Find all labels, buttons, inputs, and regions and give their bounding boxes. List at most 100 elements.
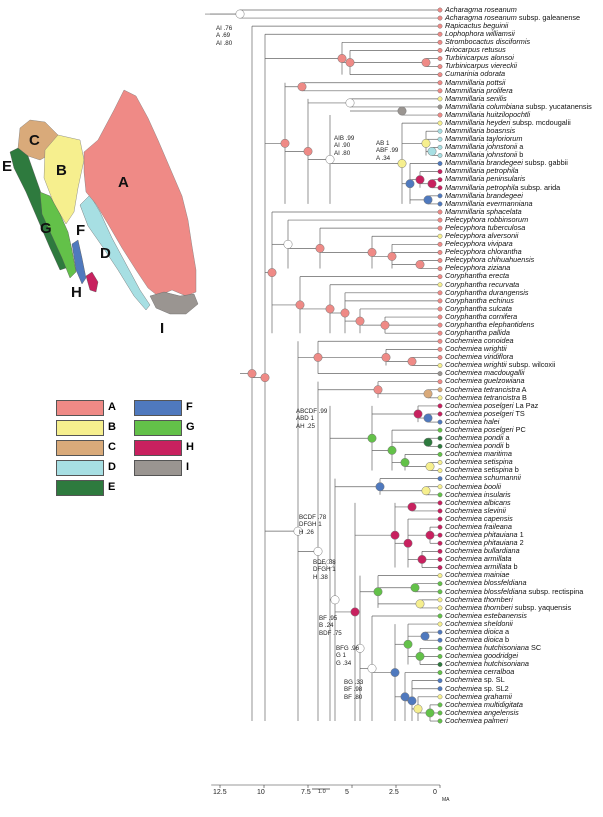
taxon-label: Coryphantha sulcata [445, 304, 512, 313]
map-label-a: A [118, 174, 129, 191]
taxon-genus: Cochemiea poselgeri [445, 424, 514, 434]
taxon-genus: Cochemiea fraileana [445, 521, 512, 531]
tip-state-dot [437, 419, 443, 425]
taxon-epithet: a [503, 433, 510, 443]
legend-label-g: G [186, 421, 195, 433]
taxon-genus: Coryphantha pallida [445, 328, 510, 337]
tip-state-dot [437, 557, 443, 562]
node-annotation-bfg: BFG .96 G 1 G .34 [336, 645, 360, 667]
taxon-genus: Coryphantha elephantidens [445, 319, 535, 329]
n-halei-state-circle [423, 413, 433, 423]
tip-state-dot [437, 161, 443, 166]
map-region-i [149, 291, 199, 315]
taxon-genus: Lophophora williamsii [445, 29, 515, 39]
distribution-map [9, 89, 199, 315]
tip-state-dot [437, 201, 443, 207]
taxon-genus: Cochemiea grahamii [445, 691, 512, 701]
node-annotation-bdf: BDF .88 DFGH 1 H .38 [313, 559, 336, 581]
tip-state-dot [437, 136, 443, 142]
n-core-state-circle [260, 373, 270, 383]
taxon-genus: Cochemiea insularis [445, 489, 511, 499]
n-coch-a-state-circle [313, 352, 323, 362]
taxon-label: Cochemiea maritima [445, 450, 512, 458]
taxon-genus: Turbinicarpus alonsoi [445, 53, 514, 63]
taxon-genus: Mammillaria columbiana [445, 101, 524, 111]
n-mar-state-circle [400, 458, 410, 467]
tip-state-dot [437, 371, 443, 376]
taxon-genus: Mammillaria brandegeei [445, 158, 523, 168]
tip-state-dot [437, 346, 443, 352]
tip-state-dot [437, 492, 443, 498]
taxon-genus: Cochemiea maritima [445, 449, 512, 459]
legend-swatch-b [56, 420, 104, 436]
tip-state-dot [437, 282, 443, 288]
taxon-genus: Cochemiea bullardiana [445, 546, 520, 556]
taxon-genus: Coryphantha echinus [445, 295, 514, 305]
taxon-label: Mammillaria brandegeei subsp. gabbii [445, 159, 568, 167]
taxon-label: Mammillaria johnstonii b [445, 151, 523, 159]
taxon-genus: Cochemiea conoidea [445, 336, 514, 346]
taxon-genus: Mammillaria johnstonii [445, 150, 518, 160]
map-label-i: I [160, 320, 165, 337]
node-annotation-mammillaria: AIB .99 AI .90 AI .80 [334, 135, 355, 157]
taxon-genus: Acharagma roseanum [445, 4, 517, 14]
taxon-label: Cochemiea cerralboa [445, 668, 514, 676]
n-guel-state-circle [373, 385, 383, 395]
taxon-epithet: 1 [517, 530, 524, 539]
taxon-epithet: b [503, 635, 510, 645]
taxon-genus: Cochemiea palmeri [445, 715, 508, 725]
taxon-genus: Cochemiea boolii [445, 481, 501, 491]
taxon-label: Mammillaria tayloriorum [445, 134, 522, 143]
legend-swatch-g [134, 420, 182, 436]
n-mamm-state-circle [280, 138, 290, 148]
tip-state-dot [437, 258, 443, 263]
taxon-epithet: a [517, 142, 524, 152]
tip-state-dot [437, 476, 443, 482]
taxon-genus: Cochemiea blossfeldiana [445, 586, 527, 596]
tip-state-dot [437, 274, 443, 280]
n-turbi-state-circle [421, 58, 431, 67]
map-region-g [39, 191, 77, 279]
taxon-label: Mammillaria heyderi subsp. mcdougalii [445, 118, 571, 127]
tip-state-dot [437, 153, 443, 158]
taxon-genus: Cochemiea armillata [445, 562, 512, 572]
taxon-label: Mammillaria senilis [445, 94, 507, 103]
taxon-label: Mammillaria pottsii [445, 78, 505, 87]
tip-state-dot [437, 532, 443, 538]
map-label-h: H [71, 284, 82, 301]
n-mh-state-circle [415, 175, 425, 185]
taxon-genus: Cumarinia odorata [445, 69, 506, 79]
tip-state-dot [437, 686, 443, 692]
taxon-label: Cochemiea hutchisoniana SC [445, 644, 541, 652]
map-region-a [83, 89, 197, 297]
taxon-label: Cochemiea macdougallii [445, 369, 525, 377]
taxon-label: Cochemiea blossfeldiana subsp. rectispin… [445, 586, 583, 596]
taxon-epithet: SC [528, 643, 542, 653]
taxon-label: Cochemiea thornberi [445, 595, 513, 604]
n-mdd-state-circle [421, 138, 431, 148]
legend-item-e: E [56, 480, 156, 496]
n-main-state-circle [373, 587, 383, 597]
legend-item-c: C [56, 440, 156, 456]
n-pel3-state-circle [367, 247, 377, 257]
tip-state-dot [437, 306, 443, 312]
tip-state-dot [437, 702, 443, 708]
map-region-d [79, 194, 151, 311]
taxon-genus: Cochemiea blossfeldiana [445, 578, 527, 588]
tip-state-dot [437, 718, 443, 724]
taxon-label: Mammillaria petrophila [445, 167, 518, 175]
taxon-epithet: TS [513, 408, 525, 418]
n-cory-state-circle [295, 300, 305, 310]
tip-state-dot [437, 460, 443, 465]
taxon-label: Cochemiea setispina [445, 458, 513, 466]
tip-state-dot [437, 484, 443, 490]
taxon-genus: Mammillaria johnstonii [445, 142, 518, 152]
taxon-label: Cochemiea dioica a [445, 627, 509, 636]
taxon-genus: Cochemiea macdougallii [445, 368, 525, 378]
legend-label-c: C [108, 441, 116, 453]
n-mcol-state-circle [397, 106, 407, 116]
n-frai-state-circle [425, 530, 435, 540]
taxon-genus: Cochemiea [445, 683, 482, 693]
taxon-genus: Mammillaria petrophila [445, 182, 519, 192]
taxon-genus: Cochemiea setispina [445, 457, 513, 467]
